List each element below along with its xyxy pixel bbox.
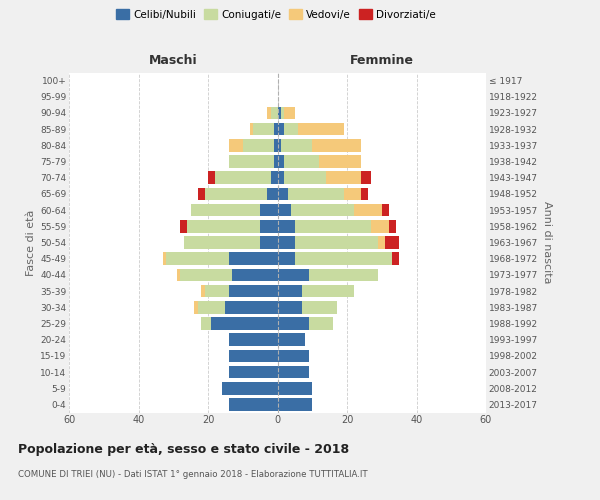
Bar — [288, 188, 344, 200]
Text: Femmine: Femmine — [350, 54, 414, 68]
Bar — [277, 106, 281, 120]
Bar — [277, 382, 312, 394]
Bar — [184, 236, 260, 249]
Bar — [295, 220, 371, 232]
Bar — [277, 252, 295, 265]
Bar — [205, 285, 229, 298]
Bar — [298, 123, 344, 136]
Y-axis label: Anni di nascita: Anni di nascita — [542, 201, 552, 283]
Bar — [354, 204, 382, 216]
Bar — [281, 106, 284, 120]
Bar — [277, 220, 295, 232]
Text: Maschi: Maschi — [149, 54, 197, 68]
Bar — [191, 204, 260, 216]
Bar — [309, 317, 333, 330]
Bar — [378, 236, 385, 249]
Bar — [277, 123, 284, 136]
Bar — [277, 172, 284, 184]
Bar — [371, 220, 389, 232]
Bar — [277, 236, 295, 249]
Bar — [211, 317, 277, 330]
Bar — [277, 285, 302, 298]
Bar — [277, 155, 284, 168]
Bar — [267, 188, 277, 200]
Bar — [229, 350, 277, 362]
Bar — [277, 350, 309, 362]
Bar — [201, 317, 211, 330]
Bar — [260, 204, 277, 216]
Bar — [277, 366, 309, 378]
Bar — [271, 106, 277, 120]
Bar — [194, 301, 197, 314]
Bar — [260, 220, 277, 232]
Bar — [229, 155, 274, 168]
Bar — [205, 188, 267, 200]
Bar — [260, 236, 277, 249]
Bar — [274, 155, 277, 168]
Bar — [277, 188, 288, 200]
Bar — [277, 204, 292, 216]
Bar — [292, 204, 354, 216]
Bar — [302, 285, 354, 298]
Bar — [229, 285, 277, 298]
Bar — [187, 220, 260, 232]
Bar — [277, 334, 305, 346]
Bar — [232, 268, 277, 281]
Bar — [208, 172, 215, 184]
Bar — [284, 123, 298, 136]
Bar — [277, 139, 281, 151]
Bar — [267, 106, 271, 120]
Bar — [277, 268, 309, 281]
Bar — [361, 188, 368, 200]
Bar — [253, 123, 274, 136]
Text: COMUNE DI TRIEI (NU) - Dati ISTAT 1° gennaio 2018 - Elaborazione TUTTITALIA.IT: COMUNE DI TRIEI (NU) - Dati ISTAT 1° gen… — [18, 470, 368, 479]
Bar — [215, 172, 271, 184]
Bar — [326, 172, 361, 184]
Text: Popolazione per età, sesso e stato civile - 2018: Popolazione per età, sesso e stato civil… — [18, 442, 349, 456]
Bar — [166, 252, 229, 265]
Bar — [180, 268, 232, 281]
Bar — [229, 334, 277, 346]
Bar — [180, 220, 187, 232]
Y-axis label: Fasce di età: Fasce di età — [26, 210, 36, 276]
Bar — [229, 252, 277, 265]
Bar — [201, 285, 205, 298]
Bar — [361, 172, 371, 184]
Bar — [163, 252, 166, 265]
Bar — [281, 139, 312, 151]
Bar — [302, 301, 337, 314]
Bar — [392, 252, 399, 265]
Bar — [295, 236, 378, 249]
Bar — [274, 139, 277, 151]
Bar — [197, 301, 226, 314]
Bar — [389, 220, 395, 232]
Bar — [277, 398, 312, 410]
Bar — [284, 106, 295, 120]
Bar — [277, 317, 309, 330]
Bar — [226, 301, 277, 314]
Bar — [295, 252, 392, 265]
Bar — [222, 382, 277, 394]
Bar — [312, 139, 361, 151]
Bar — [274, 123, 277, 136]
Bar — [319, 155, 361, 168]
Bar — [385, 236, 399, 249]
Bar — [277, 301, 302, 314]
Bar — [229, 366, 277, 378]
Bar — [309, 268, 378, 281]
Bar — [271, 172, 277, 184]
Bar — [197, 188, 205, 200]
Bar — [243, 139, 274, 151]
Bar — [344, 188, 361, 200]
Bar — [229, 398, 277, 410]
Bar — [177, 268, 180, 281]
Bar — [229, 139, 243, 151]
Bar — [284, 172, 326, 184]
Bar — [250, 123, 253, 136]
Bar — [382, 204, 389, 216]
Legend: Celibi/Nubili, Coniugati/e, Vedovi/e, Divorziati/e: Celibi/Nubili, Coniugati/e, Vedovi/e, Di… — [112, 5, 440, 24]
Bar — [284, 155, 319, 168]
